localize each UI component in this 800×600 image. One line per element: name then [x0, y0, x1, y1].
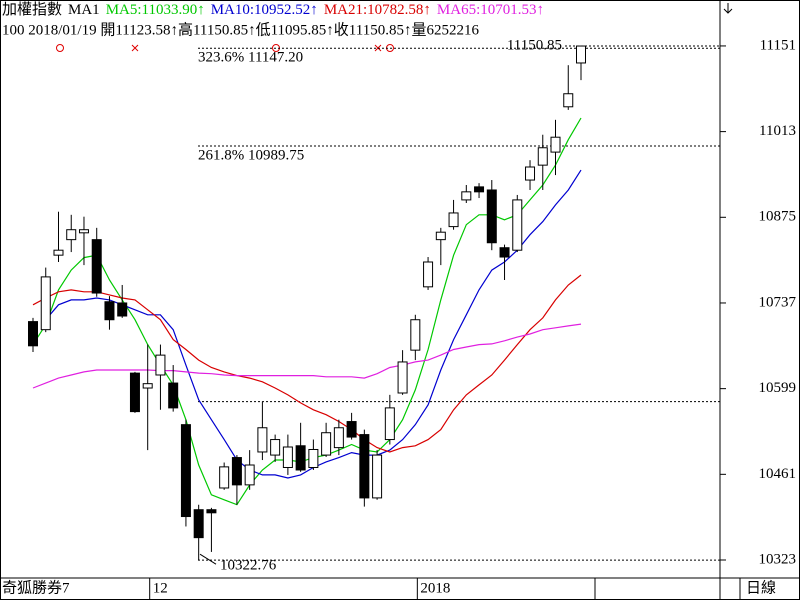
candle-body: [410, 319, 421, 351]
candle-body: [372, 454, 383, 499]
y-tick-label: 10599: [759, 380, 797, 396]
candle-body: [512, 199, 523, 251]
ma-line: [32, 323, 582, 389]
y-tick-label: 10875: [759, 209, 797, 225]
candle-body: [206, 509, 217, 514]
y-tick-label: 10737: [759, 294, 797, 310]
candle-body: [435, 231, 446, 241]
candle-body: [359, 434, 370, 499]
candle-body: [384, 407, 395, 441]
level-label: 261.8% 10989.75: [198, 147, 304, 163]
candle-body: [486, 189, 497, 244]
candle-body: [461, 191, 472, 201]
y-tick-label: 10323: [759, 551, 797, 567]
source-label: 奇狐勝券7: [2, 579, 70, 596]
candle-body: [28, 321, 38, 347]
candle-body: [282, 446, 293, 468]
candle-body: [423, 261, 434, 288]
candle-body: [142, 383, 153, 389]
candle-body: [78, 229, 89, 234]
title: 加權指數: [2, 1, 62, 18]
scroll-icon[interactable]: [723, 3, 733, 14]
candle-body: [66, 229, 77, 241]
leader: [199, 553, 217, 565]
candle-body: [104, 301, 115, 321]
y-tick-label: 11013: [759, 123, 796, 139]
candle-body: [155, 354, 166, 376]
level-label: 323.6% 11147.20: [198, 50, 303, 66]
candle-body: [550, 136, 561, 153]
legend-entry: MA65:10701.53↑: [437, 2, 544, 18]
candle-body: [576, 45, 586, 64]
candle-body: [91, 239, 102, 294]
y-tick-label: 11151: [760, 37, 796, 53]
candle-body: [180, 424, 191, 518]
candle-body: [231, 457, 242, 486]
ma-line: [32, 274, 582, 453]
candle-body: [244, 464, 255, 486]
level-label: 10322.76: [220, 558, 277, 574]
candle-body: [448, 212, 459, 228]
candle-body: [499, 247, 510, 258]
candle-body: [333, 427, 344, 449]
period-label: 日線: [746, 579, 776, 596]
header: 加權指數 MA1 MA5:11033.90↑ MA10:10952.52↑ MA21:1…: [2, 1, 544, 18]
level-label: 11150.85: [507, 37, 562, 53]
x-tick-label: 12: [153, 580, 168, 596]
legend-entry: MA21:10782.58↑: [324, 2, 431, 18]
candle-body: [193, 509, 204, 539]
subtitle: MA1: [68, 2, 100, 18]
candle-body: [308, 448, 319, 468]
x-tick-label: 2018: [420, 580, 450, 596]
candle-body: [168, 382, 179, 409]
candle-body: [53, 249, 64, 256]
info-line: 100 2018/01/19 開11123.58↑高11150.85↑低1109…: [2, 21, 479, 38]
candle-body: [257, 427, 268, 453]
candle-body: [219, 466, 230, 489]
candle-body: [563, 93, 574, 108]
legend-entry: MA5:11033.90↑: [106, 2, 205, 18]
candle-body: [321, 432, 332, 456]
legend-entry: MA10:10952.52↑: [211, 2, 318, 18]
y-tick-label: 10461: [759, 466, 797, 482]
candle-body: [117, 302, 128, 317]
candle-body: [40, 276, 51, 331]
candle-body: [295, 445, 306, 471]
candle-body: [397, 361, 408, 394]
candle-body: [525, 166, 536, 181]
candle-body: [129, 372, 140, 413]
candle-body: [474, 186, 485, 193]
candle-body: [270, 439, 281, 456]
candle-body: [346, 421, 357, 438]
candle-body: [537, 147, 548, 166]
